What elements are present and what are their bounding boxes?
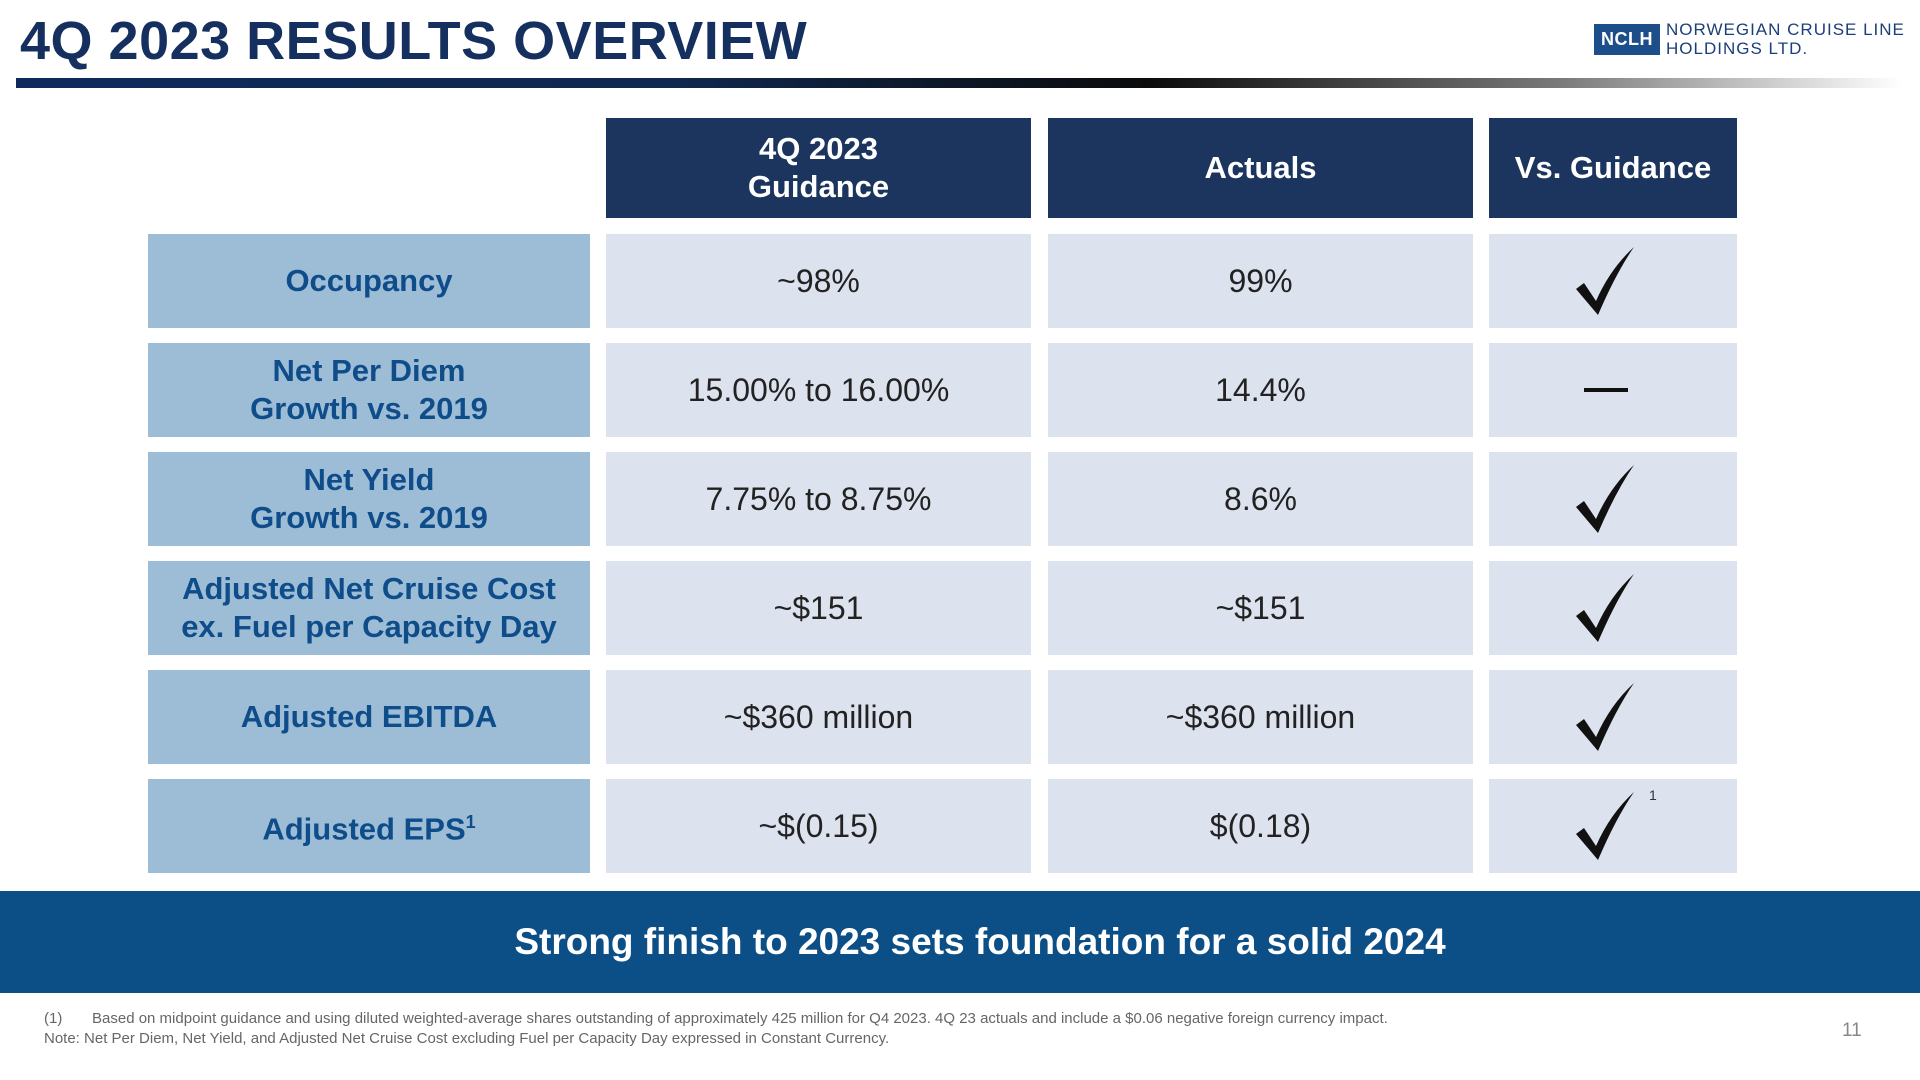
row-label-line-1: Net Yield — [250, 461, 488, 499]
header-line-1: Actuals — [1204, 150, 1317, 185]
actual-value: 8.6% — [1048, 452, 1473, 546]
guidance-value: ~$360 million — [606, 670, 1031, 764]
actual-value: $(0.18) — [1048, 779, 1473, 873]
row-label-line-1: Adjusted Net Cruise Cost — [181, 570, 557, 608]
status-footnote-ref: 1 — [1649, 787, 1657, 803]
footnote-1-text: Based on midpoint guidance and using dil… — [92, 1010, 1388, 1027]
row-label-text: Adjusted Net Cruise Cost — [182, 571, 556, 606]
checkmark-icon — [1574, 790, 1638, 862]
logo-line-2: HOLDINGS LTD. — [1666, 39, 1809, 58]
footnote-ref: 1 — [465, 812, 476, 833]
dash-icon — [1584, 388, 1628, 392]
row-label: Adjusted EBITDA — [148, 670, 590, 764]
row-label-text: Net Yield — [303, 462, 435, 497]
status-check-cell: 1 — [1489, 779, 1737, 873]
summary-banner: Strong finish to 2023 sets foundation fo… — [0, 891, 1920, 993]
status-check-cell — [1489, 234, 1737, 328]
page-number: 11 — [1842, 1020, 1862, 1041]
company-logo: NCLH NORWEGIAN CRUISE LINE HOLDINGS LTD. — [1594, 20, 1905, 58]
row-label: Net Per Diem Growth vs. 2019 — [148, 343, 590, 437]
guidance-value: ~98% — [606, 234, 1031, 328]
row-label-text: Adjusted EBITDA — [240, 699, 498, 734]
row-label-text: Adjusted EPS — [262, 811, 466, 847]
status-check-cell — [1489, 670, 1737, 764]
row-label: Occupancy — [148, 234, 590, 328]
row-label-line-2: ex. Fuel per Capacity Day — [181, 609, 557, 644]
status-dash-cell — [1489, 343, 1737, 437]
actual-value: ~$360 million — [1048, 670, 1473, 764]
row-label: Net Yield Growth vs. 2019 — [148, 452, 590, 546]
footnote-note: Note: Net Per Diem, Net Yield, and Adjus… — [44, 1030, 890, 1047]
footnote-1: (1) Based on midpoint guidance and using … — [44, 1009, 1388, 1029]
row-label-line-2: Growth vs. 2019 — [250, 391, 488, 426]
guidance-value: ~$151 — [606, 561, 1031, 655]
checkmark-icon — [1574, 463, 1638, 535]
actual-value: ~$151 — [1048, 561, 1473, 655]
page-title: 4Q 2023 RESULTS OVERVIEW — [20, 11, 808, 71]
logo-line-1: NORWEGIAN CRUISE LINE — [1666, 20, 1905, 39]
checkmark-icon — [1574, 245, 1638, 317]
guidance-value: 15.00% to 16.00% — [606, 343, 1031, 437]
row-label-line-1: Adjusted EBITDA — [241, 698, 498, 736]
checkmark-icon — [1574, 681, 1638, 753]
title-divider — [16, 78, 1901, 88]
actual-value: 99% — [1048, 234, 1473, 328]
footnote-number: (1) — [44, 1010, 63, 1027]
row-label-line-1: Adjusted EPS1 — [262, 803, 475, 848]
row-label-line-1: Net Per Diem — [250, 352, 488, 390]
header-line-2: Guidance — [747, 169, 890, 204]
row-label: Adjusted Net Cruise Cost ex. Fuel per Cap… — [148, 561, 590, 655]
row-label-line-1: Occupancy — [285, 262, 452, 300]
row-label-text: Net Per Diem — [272, 353, 466, 388]
checkmark-icon — [1574, 572, 1638, 644]
logo-abbr: NCLH — [1594, 23, 1660, 55]
header-line-1: Vs. Guidance — [1514, 150, 1712, 185]
row-label: Adjusted EPS1 — [148, 779, 590, 873]
actual-value: 14.4% — [1048, 343, 1473, 437]
status-check-cell — [1489, 452, 1737, 546]
guidance-value: ~$(0.15) — [606, 779, 1031, 873]
footnotes: (1) Based on midpoint guidance and using … — [44, 1009, 1388, 1049]
header-line-1: 4Q 2023 — [759, 131, 878, 166]
row-label-text: Occupancy — [285, 263, 453, 298]
column-header-3: Vs. Guidance — [1489, 118, 1737, 218]
logo-wordmark: NORWEGIAN CRUISE LINE HOLDINGS LTD. — [1666, 20, 1905, 58]
column-header-2: Actuals — [1048, 118, 1473, 218]
row-label-line-2: Growth vs. 2019 — [250, 500, 488, 535]
status-check-cell — [1489, 561, 1737, 655]
column-header-1: 4Q 2023 Guidance — [606, 118, 1031, 218]
guidance-value: 7.75% to 8.75% — [606, 452, 1031, 546]
